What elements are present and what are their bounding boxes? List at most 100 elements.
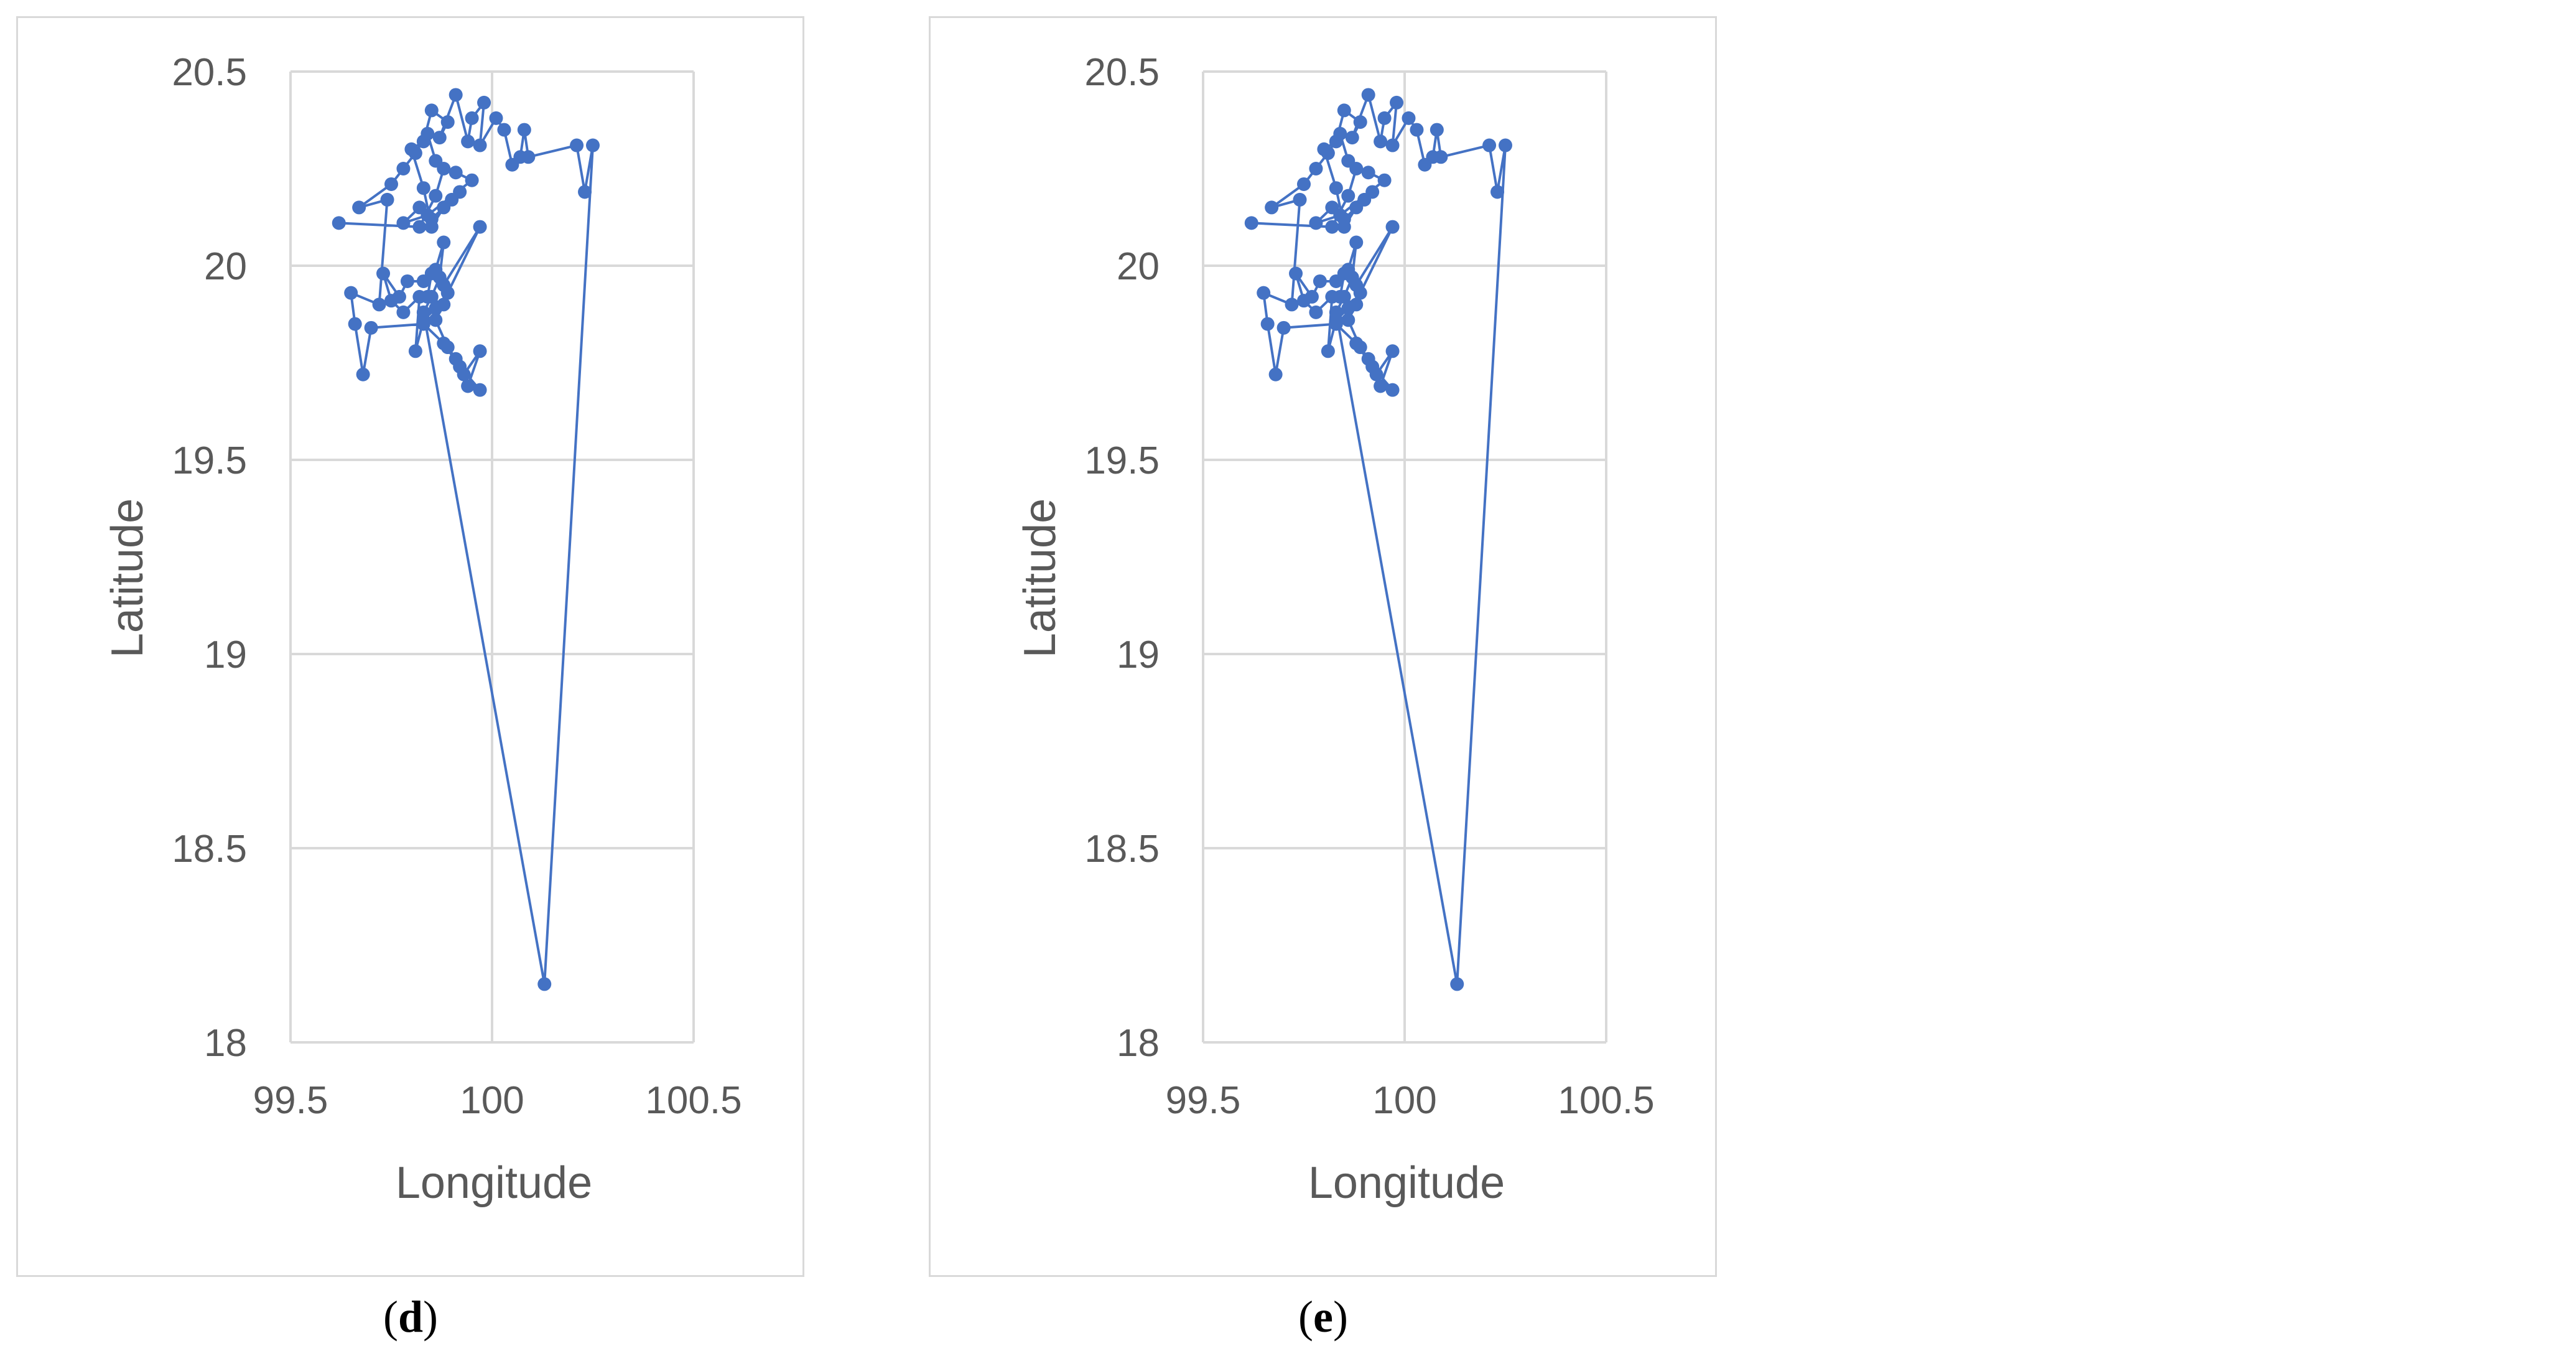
data-point: [1349, 200, 1364, 215]
data-point: [449, 88, 463, 102]
data-point: [473, 138, 487, 152]
caption-close-paren: ): [1332, 1292, 1348, 1342]
data-point: [1309, 305, 1323, 319]
data-point: [1309, 162, 1323, 175]
data-point: [1499, 138, 1512, 152]
data-point: [1297, 294, 1311, 308]
data-point: [1325, 220, 1339, 234]
y-tick-label: 18: [1117, 1022, 1160, 1065]
chart-panel-e: 18 18.5 19 19.5 20 20.5 99.5 100 100.5 Longitud…: [929, 16, 1717, 1277]
x-tick-labels: 99.5 100 100.5: [1166, 1079, 1655, 1122]
data-point: [1390, 95, 1404, 110]
data-point: [1353, 115, 1367, 129]
data-point: [421, 289, 435, 304]
data-point: [1349, 336, 1364, 350]
data-point: [396, 305, 411, 319]
data-point: [1293, 192, 1307, 207]
data-point: [376, 266, 391, 281]
data-point: [1329, 317, 1343, 331]
chart-e-svg: 18 18.5 19 19.5 20 20.5 99.5 100 100.5 Longitud…: [1015, 51, 1655, 1208]
y-tick-labels: 18 18.5 19 19.5 20 20.5: [1084, 51, 1160, 1065]
data-point: [424, 266, 439, 281]
data-point: [1325, 200, 1339, 215]
data-point: [586, 138, 600, 152]
y-axis-title: Latitude: [103, 498, 152, 658]
y-tick-label: 18: [204, 1022, 247, 1065]
y-tick-label: 20: [204, 245, 247, 288]
data-point: [372, 297, 386, 312]
data-point: [570, 138, 584, 152]
data-point: [1490, 185, 1505, 199]
series-path: [338, 93, 594, 986]
data-point: [1257, 286, 1271, 300]
data-point: [344, 286, 358, 300]
y-tick-label: 20: [1117, 245, 1160, 288]
data-point: [1337, 103, 1351, 118]
data-point: [429, 189, 443, 203]
x-tick-label: 100: [1372, 1079, 1436, 1122]
data-point: [465, 173, 479, 187]
data-point: [1333, 126, 1347, 141]
data-point: [461, 134, 475, 149]
data-point: [1244, 216, 1258, 230]
data-point: [1410, 123, 1424, 137]
y-tick-label: 19: [204, 633, 247, 676]
data-point: [453, 360, 467, 374]
data-point: [489, 111, 503, 125]
chart-panel-d: 18 18.5 19 19.5 20 20.5 99.5 100 100.5 Longitud…: [16, 16, 804, 1277]
data-point: [578, 185, 592, 199]
data-point: [449, 166, 463, 180]
data-point: [477, 95, 491, 110]
data-point: [1377, 173, 1392, 187]
data-point: [408, 344, 422, 358]
data-point: [473, 344, 487, 358]
x-tick-label: 99.5: [253, 1079, 328, 1122]
data-point: [384, 177, 398, 191]
x-tick-label: 100.5: [1558, 1079, 1654, 1122]
x-tick-labels: 99.5 100 100.5: [253, 1079, 742, 1122]
series-path: [1251, 93, 1507, 986]
data-point: [1276, 320, 1291, 335]
data-point: [432, 131, 447, 145]
data-point: [1321, 146, 1335, 161]
data-point: [424, 220, 439, 234]
data-point: [396, 162, 411, 175]
data-point: [1374, 134, 1388, 149]
data-point: [1434, 150, 1448, 164]
data-point: [1313, 274, 1327, 288]
data-point: [453, 185, 467, 199]
data-point: [1377, 111, 1392, 125]
data-point: [1329, 181, 1343, 195]
caption-letter: d: [398, 1292, 424, 1342]
data-point: [1349, 278, 1364, 292]
caption-close-paren: ): [423, 1292, 438, 1342]
data-point: [521, 150, 536, 164]
data-point: [412, 200, 427, 215]
data-point: [380, 192, 394, 207]
data-points: [1244, 88, 1512, 991]
data-point: [1430, 123, 1444, 137]
data-point: [356, 367, 370, 381]
data-point: [1482, 138, 1497, 152]
data-point: [421, 126, 435, 141]
caption-open-paren: (: [1298, 1292, 1314, 1342]
data-point: [412, 220, 427, 234]
data-point: [1268, 367, 1283, 381]
data-point: [1265, 200, 1279, 215]
data-point: [348, 317, 362, 331]
y-tick-label: 18.5: [172, 828, 247, 871]
data-point: [437, 297, 451, 312]
data-point: [352, 200, 366, 215]
caption-open-paren: (: [383, 1292, 398, 1342]
x-tick-label: 99.5: [1166, 1079, 1241, 1122]
data-point: [497, 123, 511, 137]
data-point: [1309, 216, 1323, 230]
data-point: [416, 181, 430, 195]
data-point: [1361, 166, 1375, 180]
data-point: [1260, 317, 1275, 331]
data-point: [1341, 189, 1355, 203]
data-point: [437, 235, 451, 250]
data-point: [1285, 297, 1299, 312]
data-point: [429, 313, 443, 327]
grid: [289, 70, 695, 1044]
